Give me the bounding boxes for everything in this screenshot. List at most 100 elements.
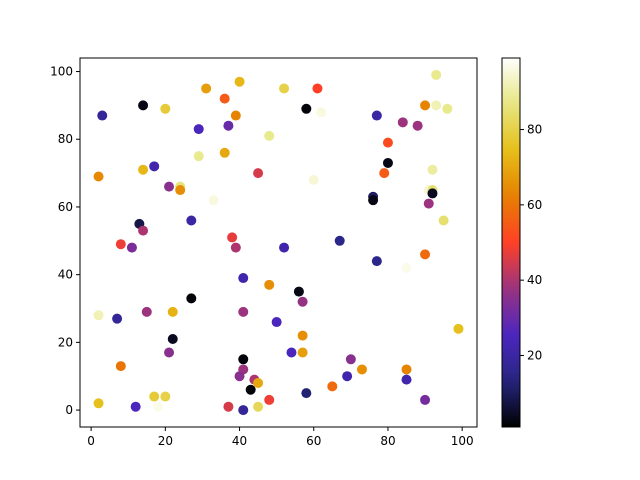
scatter-point	[368, 195, 379, 206]
y-tick-label: 40	[58, 268, 73, 282]
scatter-point	[401, 374, 412, 385]
plot-area-frame	[79, 57, 478, 428]
scatter-point	[356, 364, 367, 375]
scatter-point	[245, 384, 256, 395]
scatter-point	[431, 100, 442, 111]
scatter-point	[431, 69, 442, 80]
scatter-point	[219, 147, 230, 158]
colorbar	[502, 58, 520, 427]
scatter-point	[93, 310, 104, 321]
x-axis: 0 20 40 60 80 100	[87, 427, 474, 448]
scatter-point	[342, 371, 353, 382]
scatter-point	[238, 354, 249, 365]
scatter-point	[149, 391, 160, 402]
scatter-point	[160, 391, 171, 402]
scatter-point	[308, 174, 319, 185]
x-tick-label: 80	[380, 434, 395, 448]
scatter-point	[167, 306, 178, 317]
scatter-point	[149, 161, 160, 172]
scatter-point	[160, 103, 171, 114]
y-tick-label: 0	[65, 403, 73, 417]
scatter-point	[175, 185, 186, 196]
y-tick-label: 60	[58, 200, 73, 214]
scatter-point	[227, 232, 238, 243]
x-tick-label: 100	[451, 434, 474, 448]
scatter-point	[264, 394, 275, 405]
colorbar-tick-label: 20	[527, 348, 542, 362]
scatter-point	[379, 168, 390, 179]
y-tick-label: 80	[58, 132, 73, 146]
scatter-point	[297, 330, 308, 341]
scatter-point	[271, 317, 282, 328]
scatter-point	[152, 401, 163, 412]
scatter-point	[253, 401, 264, 412]
scatter-points	[93, 69, 464, 416]
scatter-point	[164, 347, 175, 358]
scatter-point	[327, 381, 338, 392]
scatter-point	[219, 93, 230, 104]
scatter-point	[223, 401, 234, 412]
scatter-point	[420, 394, 431, 405]
scatter-point	[286, 347, 297, 358]
scatter-point	[371, 110, 382, 121]
scatter-point	[423, 198, 434, 209]
scatter-point	[93, 171, 104, 182]
scatter-point	[223, 120, 234, 131]
scatter-point	[234, 371, 245, 382]
colorbar-frame	[501, 57, 521, 428]
scatter-point	[453, 323, 464, 334]
scatter-point	[420, 100, 431, 111]
scatter-point	[371, 256, 382, 267]
scatter-point	[238, 405, 249, 416]
scatter-point	[201, 83, 212, 94]
scatter-point	[186, 215, 197, 226]
scatter-point	[334, 235, 345, 246]
scatter-point	[230, 110, 241, 121]
scatter-point	[316, 107, 327, 118]
scatter-point	[345, 354, 356, 365]
scatter-point	[126, 242, 137, 253]
scatter-point	[186, 293, 197, 304]
scatter-point	[401, 262, 412, 273]
scatter-point	[238, 273, 249, 284]
scatter-point	[442, 103, 453, 114]
colorbar-tick-label: 40	[527, 273, 542, 287]
scatter-point	[382, 157, 393, 168]
y-tick-label: 100	[50, 65, 73, 79]
x-tick-label: 40	[232, 434, 247, 448]
scatter-point	[97, 110, 108, 121]
scatter-point	[420, 249, 431, 260]
scatter-point	[427, 164, 438, 175]
scatter-point	[138, 164, 149, 175]
scatter-point	[253, 377, 264, 388]
scatter-point	[130, 401, 141, 412]
scatter-point	[312, 83, 323, 94]
scatter-point	[301, 388, 312, 399]
scatter-point	[397, 117, 408, 128]
scatter-point	[301, 103, 312, 114]
scatter-point	[164, 181, 175, 192]
scatter-point	[238, 306, 249, 317]
colorbar-tick-label: 80	[527, 123, 542, 137]
scatter-point	[427, 188, 438, 199]
x-tick-label: 20	[158, 434, 173, 448]
scatter-point	[297, 296, 308, 307]
scatter-point	[138, 225, 149, 236]
colorbar-tick-label: 60	[527, 198, 542, 212]
scatter-point	[208, 195, 219, 206]
scatter-point	[193, 151, 204, 162]
scatter-point	[230, 242, 241, 253]
scatter-point	[412, 120, 423, 131]
scatter-point	[141, 306, 152, 317]
scatter-point	[112, 313, 123, 324]
y-axis: 0 20 40 60 80 100	[50, 65, 80, 417]
scatter-point	[253, 168, 264, 179]
x-tick-label: 60	[306, 434, 321, 448]
scatter-point	[293, 286, 304, 297]
scatter-point	[264, 130, 275, 141]
scatter-point	[264, 279, 275, 290]
scatter-point	[382, 137, 393, 148]
scatter-point	[115, 361, 126, 372]
scatter-point	[234, 76, 245, 87]
